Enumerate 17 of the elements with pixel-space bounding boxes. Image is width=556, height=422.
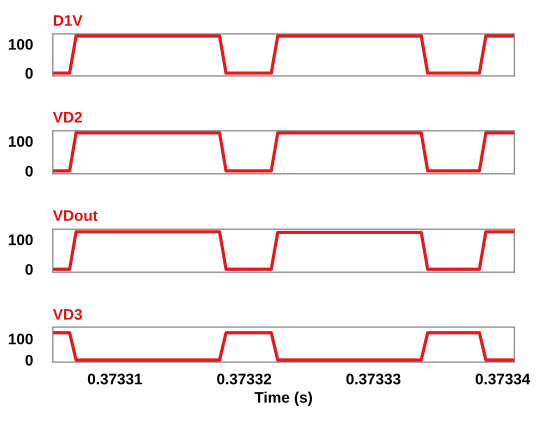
y-tick-label: 0 (25, 166, 33, 177)
y-tick-label: 0 (25, 354, 33, 366)
y-tick-label: 100 (8, 234, 33, 246)
chart-title: VD2 (52, 112, 82, 122)
y-tick-label: 100 (8, 136, 33, 147)
chart-title: VDout (52, 210, 98, 221)
x-tick-label: 0.37332 (217, 374, 272, 384)
x-tick-label: 0.37333 (346, 374, 400, 384)
y-tick-label: 100 (8, 38, 33, 50)
x-axis-title: Time (s) (254, 392, 312, 406)
x-tick-label: 0.37334 (476, 374, 530, 384)
y-tick-label: 100 (8, 334, 33, 344)
chart-title: VD3 (52, 309, 82, 320)
y-tick-label: 0 (25, 264, 33, 275)
x-tick-label: 0.37331 (88, 374, 142, 384)
y-tick-label: 0 (25, 68, 33, 79)
chart-title: D1V (54, 15, 82, 26)
